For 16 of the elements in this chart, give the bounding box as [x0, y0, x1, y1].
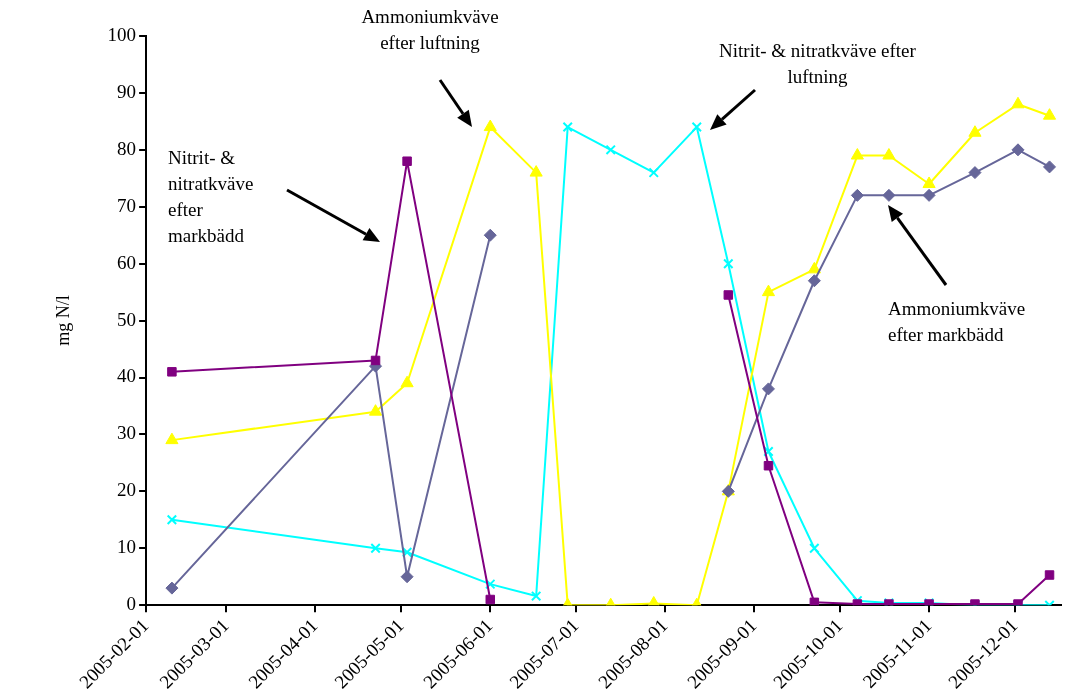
annotation: Nitrit- & nitratkväve efter luftning: [718, 39, 917, 89]
y-tick-label: 30: [117, 422, 137, 444]
y-tick-label: 50: [117, 308, 137, 330]
y-tick-label: 60: [117, 251, 137, 273]
y-tick-label: 0: [126, 593, 137, 615]
y-tick-label: 80: [117, 137, 137, 159]
annotation: Nitrit- & nitratkväve efter markbädd: [168, 146, 255, 248]
annotation: Ammoniumkväve efter luftning: [360, 5, 500, 55]
annotation: Ammoniumkväve efter markbädd: [888, 297, 1027, 347]
y-tick-label: 90: [117, 80, 137, 102]
y-tick-label: 20: [117, 479, 137, 501]
y-axis-title: mg N/l: [52, 295, 73, 346]
y-tick-label: 10: [117, 536, 137, 558]
y-tick-label: 40: [117, 365, 137, 387]
y-tick-label: 70: [117, 194, 137, 216]
y-tick-label: 100: [107, 23, 137, 45]
